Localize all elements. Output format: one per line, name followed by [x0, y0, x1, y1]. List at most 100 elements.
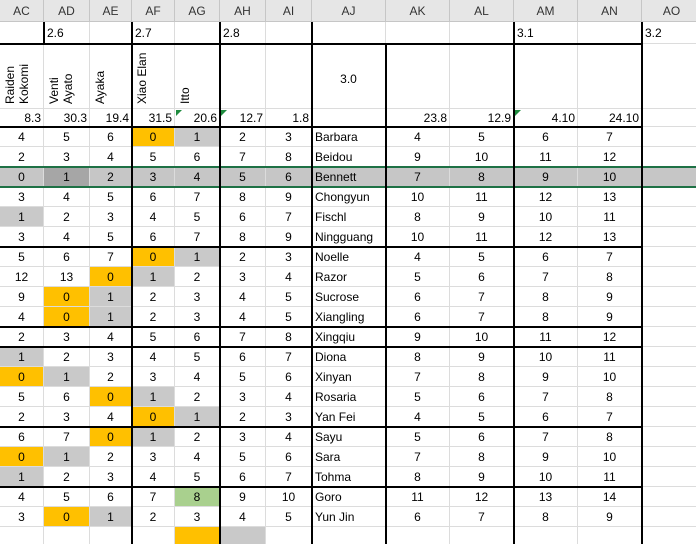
- row-xiangling-name[interactable]: Xiangling: [312, 307, 386, 327]
- row-partial-al[interactable]: [450, 527, 514, 544]
- name-header-ak[interactable]: [386, 44, 450, 109]
- version-cell-af[interactable]: 2.7: [132, 22, 175, 44]
- row-yun-jin-ao[interactable]: [642, 507, 696, 527]
- row-diona-ag[interactable]: 5: [175, 347, 220, 367]
- version-cell-ae[interactable]: [90, 22, 132, 44]
- column-header-af[interactable]: AF: [132, 0, 175, 22]
- row-xinyan-ae[interactable]: 2: [90, 367, 132, 387]
- row-goro-ae[interactable]: 6: [90, 487, 132, 507]
- row-goro-al[interactable]: 12: [450, 487, 514, 507]
- row-razor-ae[interactable]: 0: [90, 267, 132, 287]
- row-xinyan-ak[interactable]: 7: [386, 367, 450, 387]
- row-rosaria-al[interactable]: 6: [450, 387, 514, 407]
- row-bennett-al[interactable]: 8: [450, 167, 514, 187]
- row-sayu-name[interactable]: Sayu: [312, 427, 386, 447]
- row-yan-fei-ag[interactable]: 1: [175, 407, 220, 427]
- row-ningguang-ac[interactable]: 3: [0, 227, 44, 247]
- row-xingqiu-ag[interactable]: 6: [175, 327, 220, 347]
- row-rosaria-ah[interactable]: 3: [220, 387, 266, 407]
- row-chongyun-ae[interactable]: 5: [90, 187, 132, 207]
- row-beidou-ag[interactable]: 6: [175, 147, 220, 167]
- row-xiangling-ad[interactable]: 0: [44, 307, 90, 327]
- row-xiangling-an[interactable]: 9: [578, 307, 642, 327]
- version-cell-ao[interactable]: 3.2: [642, 22, 696, 44]
- stat-cell-ak[interactable]: 23.8: [386, 109, 450, 127]
- column-header-ao[interactable]: AO: [642, 0, 696, 22]
- row-sucrose-ah[interactable]: 4: [220, 287, 266, 307]
- row-goro-ai[interactable]: 10: [266, 487, 312, 507]
- row-ningguang-ao[interactable]: [642, 227, 696, 247]
- row-fischl-am[interactable]: 10: [514, 207, 578, 227]
- row-bennett-ak[interactable]: 7: [386, 167, 450, 187]
- row-xingqiu-an[interactable]: 12: [578, 327, 642, 347]
- row-goro-ao[interactable]: [642, 487, 696, 507]
- row-rosaria-ak[interactable]: 5: [386, 387, 450, 407]
- row-xingqiu-al[interactable]: 10: [450, 327, 514, 347]
- row-sayu-ak[interactable]: 5: [386, 427, 450, 447]
- row-ningguang-al[interactable]: 11: [450, 227, 514, 247]
- column-header-ah[interactable]: AH: [220, 0, 266, 22]
- version-cell-aj[interactable]: [312, 22, 386, 44]
- row-sucrose-al[interactable]: 7: [450, 287, 514, 307]
- row-chongyun-ao[interactable]: [642, 187, 696, 207]
- stat-cell-ae[interactable]: 19.4: [90, 109, 132, 127]
- row-beidou-ah[interactable]: 7: [220, 147, 266, 167]
- row-ningguang-ai[interactable]: 9: [266, 227, 312, 247]
- row-barbara-ah[interactable]: 2: [220, 127, 266, 147]
- row-noelle-name[interactable]: Noelle: [312, 247, 386, 267]
- row-sucrose-af[interactable]: 2: [132, 287, 175, 307]
- row-ningguang-ad[interactable]: 4: [44, 227, 90, 247]
- row-sara-al[interactable]: 8: [450, 447, 514, 467]
- row-beidou-am[interactable]: 11: [514, 147, 578, 167]
- row-goro-ac[interactable]: 4: [0, 487, 44, 507]
- row-goro-ak[interactable]: 11: [386, 487, 450, 507]
- row-partial-ai[interactable]: [266, 527, 312, 544]
- row-noelle-ad[interactable]: 6: [44, 247, 90, 267]
- row-sucrose-ag[interactable]: 3: [175, 287, 220, 307]
- row-noelle-ah[interactable]: 2: [220, 247, 266, 267]
- row-tohma-al[interactable]: 9: [450, 467, 514, 487]
- row-ningguang-ak[interactable]: 10: [386, 227, 450, 247]
- name-header-ah[interactable]: [220, 44, 266, 109]
- row-barbara-ac[interactable]: 4: [0, 127, 44, 147]
- row-sara-ak[interactable]: 7: [386, 447, 450, 467]
- version-cell-an[interactable]: [578, 22, 642, 44]
- row-chongyun-ai[interactable]: 9: [266, 187, 312, 207]
- row-sara-ai[interactable]: 6: [266, 447, 312, 467]
- row-goro-an[interactable]: 14: [578, 487, 642, 507]
- stat-cell-ad[interactable]: 30.3: [44, 109, 90, 127]
- column-header-ac[interactable]: AC: [0, 0, 44, 22]
- row-sayu-ai[interactable]: 4: [266, 427, 312, 447]
- row-razor-ao[interactable]: [642, 267, 696, 287]
- row-diona-af[interactable]: 4: [132, 347, 175, 367]
- row-partial-ah[interactable]: [220, 527, 266, 544]
- row-tohma-ak[interactable]: 8: [386, 467, 450, 487]
- row-yan-fei-af[interactable]: 0: [132, 407, 175, 427]
- row-tohma-am[interactable]: 10: [514, 467, 578, 487]
- row-fischl-ai[interactable]: 7: [266, 207, 312, 227]
- row-fischl-ak[interactable]: 8: [386, 207, 450, 227]
- column-header-aj[interactable]: AJ: [312, 0, 386, 22]
- row-yun-jin-an[interactable]: 9: [578, 507, 642, 527]
- row-fischl-ae[interactable]: 3: [90, 207, 132, 227]
- row-yan-fei-name[interactable]: Yan Fei: [312, 407, 386, 427]
- row-xinyan-ai[interactable]: 6: [266, 367, 312, 387]
- name-header-ac[interactable]: Raiden Kokomi: [0, 44, 44, 109]
- row-xiangling-ai[interactable]: 5: [266, 307, 312, 327]
- row-yan-fei-ao[interactable]: [642, 407, 696, 427]
- row-rosaria-ac[interactable]: 5: [0, 387, 44, 407]
- row-xiangling-am[interactable]: 8: [514, 307, 578, 327]
- row-diona-ac[interactable]: 1: [0, 347, 44, 367]
- row-beidou-al[interactable]: 10: [450, 147, 514, 167]
- row-sucrose-an[interactable]: 9: [578, 287, 642, 307]
- row-xiangling-ag[interactable]: 3: [175, 307, 220, 327]
- row-tohma-name[interactable]: Tohma: [312, 467, 386, 487]
- row-xingqiu-ai[interactable]: 8: [266, 327, 312, 347]
- row-diona-al[interactable]: 9: [450, 347, 514, 367]
- row-xinyan-ah[interactable]: 5: [220, 367, 266, 387]
- row-ningguang-af[interactable]: 6: [132, 227, 175, 247]
- row-bennett-ah[interactable]: 5: [220, 167, 266, 187]
- row-sucrose-ac[interactable]: 9: [0, 287, 44, 307]
- row-razor-name[interactable]: Razor: [312, 267, 386, 287]
- row-yun-jin-name[interactable]: Yun Jin: [312, 507, 386, 527]
